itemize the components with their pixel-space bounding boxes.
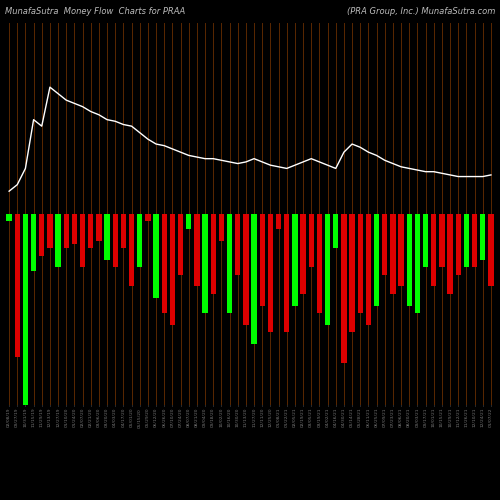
Bar xyxy=(121,214,126,248)
Bar xyxy=(308,214,314,268)
Bar xyxy=(186,214,192,229)
Bar xyxy=(129,214,134,286)
Bar xyxy=(6,214,12,222)
Bar xyxy=(154,214,158,298)
Bar xyxy=(162,214,167,313)
Bar xyxy=(464,214,469,268)
Bar xyxy=(268,214,273,332)
Bar xyxy=(440,214,444,268)
Bar xyxy=(325,214,330,324)
Bar xyxy=(219,214,224,240)
Bar xyxy=(244,214,248,324)
Bar xyxy=(178,214,183,275)
Bar xyxy=(64,214,69,248)
Bar xyxy=(227,214,232,313)
Bar xyxy=(194,214,200,286)
Bar xyxy=(88,214,94,248)
Bar xyxy=(56,214,60,268)
Bar xyxy=(431,214,436,286)
Bar xyxy=(456,214,461,275)
Bar xyxy=(137,214,142,268)
Bar xyxy=(333,214,338,248)
Bar xyxy=(415,214,420,313)
Bar xyxy=(202,214,207,313)
Bar xyxy=(292,214,298,306)
Bar xyxy=(260,214,265,306)
Bar xyxy=(382,214,388,275)
Bar xyxy=(300,214,306,294)
Bar xyxy=(252,214,256,344)
Bar xyxy=(317,214,322,313)
Bar xyxy=(390,214,396,294)
Bar xyxy=(488,214,494,286)
Bar xyxy=(374,214,379,306)
Bar xyxy=(23,214,28,405)
Bar xyxy=(80,214,85,268)
Bar xyxy=(39,214,44,256)
Text: MunafaSutra  Money Flow  Charts for PRAA: MunafaSutra Money Flow Charts for PRAA xyxy=(5,8,185,16)
Bar xyxy=(170,214,175,324)
Bar xyxy=(96,214,102,240)
Bar xyxy=(350,214,354,332)
Bar xyxy=(210,214,216,294)
Text: (PRA Group, Inc.) MunafaSutra.com: (PRA Group, Inc.) MunafaSutra.com xyxy=(346,8,495,16)
Bar xyxy=(366,214,371,324)
Bar xyxy=(472,214,477,268)
Bar xyxy=(14,214,20,357)
Bar xyxy=(235,214,240,275)
Bar xyxy=(406,214,412,306)
Bar xyxy=(112,214,118,268)
Bar xyxy=(146,214,150,222)
Bar xyxy=(31,214,36,271)
Bar xyxy=(448,214,452,294)
Bar xyxy=(104,214,110,260)
Bar xyxy=(423,214,428,268)
Bar xyxy=(284,214,290,332)
Bar xyxy=(72,214,77,244)
Bar xyxy=(48,214,52,248)
Bar xyxy=(358,214,363,313)
Bar xyxy=(342,214,346,363)
Bar xyxy=(480,214,486,260)
Bar xyxy=(398,214,404,286)
Bar xyxy=(276,214,281,229)
